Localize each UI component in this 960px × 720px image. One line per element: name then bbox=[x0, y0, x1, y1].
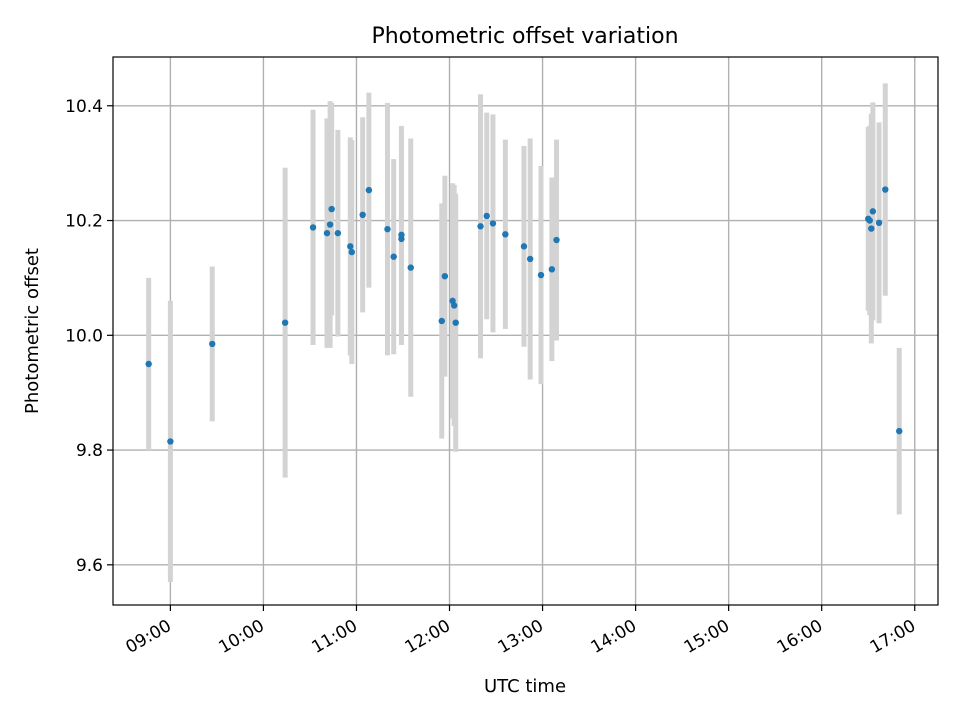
x-axis-label: UTC time bbox=[484, 676, 566, 697]
data-point bbox=[145, 360, 152, 368]
y-tick-label: 10.2 bbox=[65, 212, 103, 232]
y-tick-label: 9.6 bbox=[76, 556, 103, 576]
data-point bbox=[326, 221, 334, 228]
data-point bbox=[323, 229, 331, 237]
data-point bbox=[526, 255, 534, 263]
data-points bbox=[145, 186, 903, 445]
data-point bbox=[483, 212, 490, 220]
y-tick-label: 10.0 bbox=[65, 326, 103, 346]
data-point bbox=[520, 243, 528, 250]
data-point bbox=[477, 223, 484, 230]
data-point bbox=[869, 208, 877, 215]
y-axis: 9.6 9.8 10.0 10.2 10.4 bbox=[65, 97, 113, 576]
data-point bbox=[548, 266, 556, 273]
data-point bbox=[553, 236, 560, 244]
x-tick-label: 17:00 bbox=[867, 616, 919, 658]
data-point bbox=[441, 273, 449, 280]
y-tick-label: 9.8 bbox=[76, 441, 103, 461]
data-point bbox=[452, 319, 459, 326]
x-tick-label: 11:00 bbox=[309, 616, 361, 658]
data-point bbox=[390, 253, 397, 260]
data-point bbox=[384, 225, 391, 233]
chart-title: Photometric offset variation bbox=[371, 24, 678, 49]
x-tick-label: 12:00 bbox=[402, 616, 454, 658]
data-point bbox=[502, 231, 509, 238]
data-point bbox=[398, 231, 405, 239]
data-point bbox=[875, 219, 883, 227]
x-tick-label: 09:00 bbox=[122, 616, 174, 658]
data-point bbox=[328, 205, 335, 213]
data-point bbox=[359, 211, 366, 219]
data-point bbox=[347, 243, 354, 250]
error-bars bbox=[146, 83, 902, 583]
x-tick-label: 10:00 bbox=[215, 616, 267, 658]
data-point bbox=[882, 186, 889, 193]
data-point bbox=[309, 224, 317, 231]
data-point bbox=[348, 248, 356, 256]
x-axis: 09:00 10:00 11:00 12:00 13:00 14:00 15:00 16:00… bbox=[122, 605, 919, 658]
data-point bbox=[407, 264, 414, 271]
data-point bbox=[281, 319, 289, 326]
data-point bbox=[866, 217, 873, 224]
x-tick-label: 14:00 bbox=[588, 616, 640, 658]
data-point bbox=[167, 438, 174, 445]
x-tick-label: 13:00 bbox=[495, 616, 547, 658]
plot-frame bbox=[112, 56, 939, 606]
data-point bbox=[450, 302, 458, 309]
x-tick-label: 16:00 bbox=[774, 616, 826, 658]
data-point bbox=[537, 271, 545, 279]
data-point bbox=[438, 317, 445, 325]
data-point bbox=[365, 186, 373, 194]
x-tick-label: 15:00 bbox=[681, 616, 733, 658]
y-axis-label: Photometric offset bbox=[22, 248, 43, 414]
data-point bbox=[868, 225, 875, 232]
y-tick-label: 10.4 bbox=[65, 97, 103, 117]
data-point bbox=[489, 220, 497, 227]
data-point bbox=[209, 340, 216, 348]
data-point bbox=[334, 229, 342, 237]
data-point bbox=[896, 427, 903, 435]
